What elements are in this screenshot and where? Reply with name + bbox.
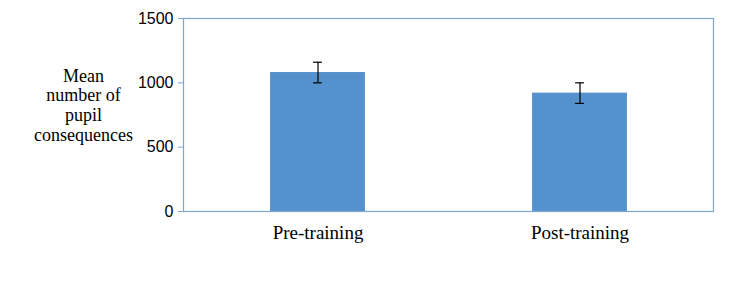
- svg-text:1500: 1500: [138, 10, 174, 27]
- svg-text:Meannumber ofpupilconsequences: Meannumber ofpupilconsequences: [34, 66, 133, 145]
- svg-text:1000: 1000: [138, 74, 174, 91]
- svg-text:0: 0: [165, 203, 174, 220]
- svg-text:Post-training: Post-training: [531, 222, 630, 243]
- svg-text:Pre-training: Pre-training: [273, 222, 364, 243]
- svg-text:500: 500: [147, 138, 174, 155]
